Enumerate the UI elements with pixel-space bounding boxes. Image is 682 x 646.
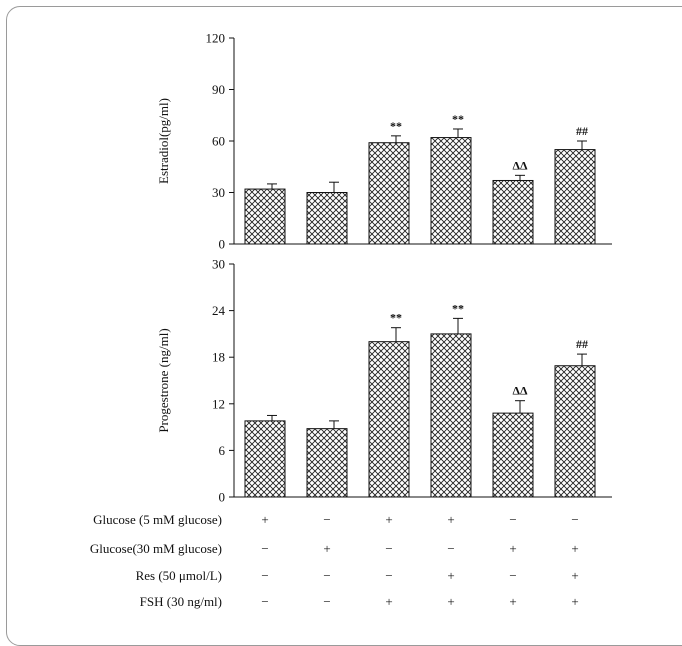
condition-sign: + <box>447 568 454 583</box>
condition-sign: − <box>323 594 330 609</box>
condition-sign: + <box>261 512 268 527</box>
significance-label: ΔΔ <box>512 158 528 172</box>
condition-sign: − <box>385 541 392 556</box>
y-tick-label: 90 <box>212 82 225 97</box>
significance-label: ## <box>576 337 588 351</box>
condition-sign: + <box>385 594 392 609</box>
condition-label: Glucose(30 mM glucose) <box>90 541 222 556</box>
condition-sign: − <box>447 541 454 556</box>
bar <box>306 428 348 498</box>
condition-sign: + <box>571 541 578 556</box>
condition-row: FSH (30 ng/ml) − − + + + + <box>140 594 579 609</box>
bar <box>554 365 596 498</box>
condition-label: Glucose (5 mM glucose) <box>93 512 222 527</box>
condition-label: Res (50 μmol/L) <box>136 568 222 583</box>
y-tick-label: 30 <box>212 185 225 200</box>
bar <box>492 179 534 245</box>
bar <box>244 420 286 498</box>
y-tick-label: 0 <box>219 490 226 505</box>
bar <box>306 192 348 245</box>
condition-sign: + <box>447 594 454 609</box>
significance-label: ** <box>452 112 464 126</box>
bar <box>368 341 410 498</box>
condition-sign: − <box>261 541 268 556</box>
condition-sign: − <box>323 568 330 583</box>
condition-row: Glucose(30 mM glucose) − + − − + + <box>90 541 579 556</box>
chart-panel-2: 0 6 12 18 24 30 Progestrone (ng/ml) ** ** ΔΔ ## <box>156 257 612 505</box>
chart-panel-1: 0 30 60 90 120 Estradiol(pg/ml) ** ** ΔΔ ## <box>156 31 612 252</box>
condition-row: Res (50 μmol/L) − − − + − + <box>136 568 579 583</box>
y-tick-label: 0 <box>219 237 226 252</box>
y-axis-label: Progestrone (ng/ml) <box>156 328 171 432</box>
bar <box>554 149 596 245</box>
condition-sign: + <box>571 568 578 583</box>
condition-sign: + <box>571 594 578 609</box>
condition-sign: − <box>323 512 330 527</box>
significance-label: ** <box>390 119 402 133</box>
bar <box>368 142 410 245</box>
y-tick-label: 6 <box>219 443 226 458</box>
condition-sign: − <box>571 512 578 527</box>
condition-sign: − <box>509 512 516 527</box>
significance-label: ## <box>576 124 588 138</box>
y-tick-label: 18 <box>212 350 225 365</box>
y-tick-label: 24 <box>212 303 226 318</box>
condition-sign: + <box>385 512 392 527</box>
y-axis-label: Estradiol(pg/ml) <box>156 98 171 184</box>
significance-label: ΔΔ <box>512 384 528 398</box>
bar <box>430 137 472 245</box>
condition-sign: + <box>447 512 454 527</box>
condition-sign: − <box>385 568 392 583</box>
condition-sign: − <box>509 568 516 583</box>
condition-sign: + <box>323 541 330 556</box>
bar <box>430 333 472 498</box>
condition-row: Glucose (5 mM glucose) + − + + − − <box>93 512 579 527</box>
y-tick-label: 120 <box>206 31 226 46</box>
significance-label: ** <box>390 311 402 325</box>
condition-sign: + <box>509 594 516 609</box>
condition-label: FSH (30 ng/ml) <box>140 594 222 609</box>
bar <box>244 188 286 245</box>
significance-label: ** <box>452 301 464 315</box>
condition-sign: + <box>509 541 516 556</box>
y-tick-label: 30 <box>212 257 225 272</box>
condition-sign: − <box>261 594 268 609</box>
chart-figure: 0 30 60 90 120 Estradiol(pg/ml) ** ** ΔΔ ## 0 6 12 18… <box>90 31 612 609</box>
y-tick-label: 60 <box>212 134 225 149</box>
y-tick-label: 12 <box>212 396 225 411</box>
condition-sign: − <box>261 568 268 583</box>
bar <box>492 412 534 498</box>
